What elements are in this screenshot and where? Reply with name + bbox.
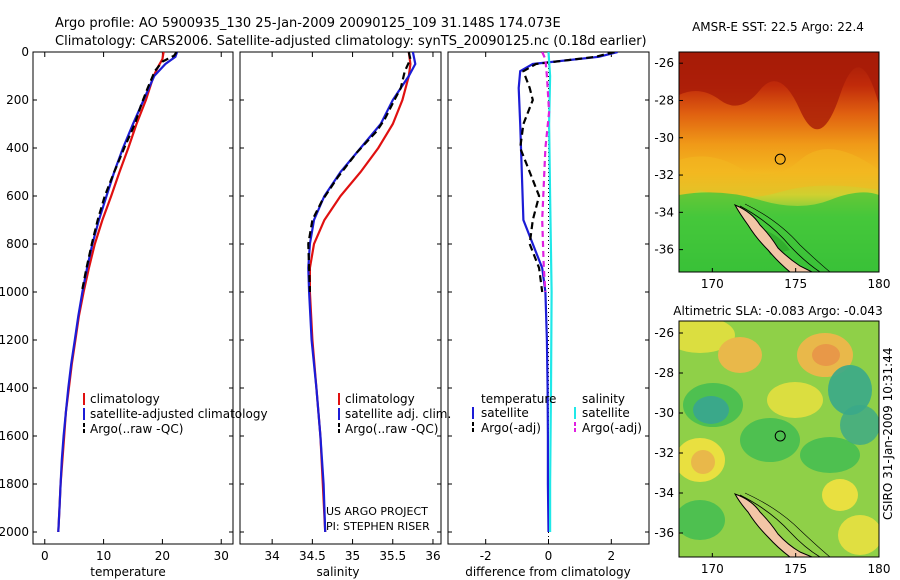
y-tick-label: 0 <box>21 45 29 59</box>
salinity-plot: 34 34.5 35 35.5 36 <box>240 51 441 563</box>
map-x-tick-label: 175 <box>784 562 807 576</box>
series-satellite <box>57 52 179 533</box>
legend-label-climatology: climatology <box>345 392 415 406</box>
y-tick-label: 1800 <box>0 477 29 491</box>
y-tick-label: 400 <box>6 141 29 155</box>
legend-label-temp-satellite: satellite <box>481 406 529 420</box>
x-tick-label: 0 <box>545 549 553 563</box>
legend-label-satellite: satellite-adjusted climatology <box>90 407 268 421</box>
legend-title-temperature: temperature <box>481 392 556 406</box>
x-tick-label: -2 <box>480 549 492 563</box>
x-tick-label: 35.5 <box>379 549 406 563</box>
sst-map-image <box>679 52 879 272</box>
series-salinity-satellite <box>547 52 553 532</box>
header-line-2: Climatology: CARS2006. Satellite-adjuste… <box>55 34 647 49</box>
map-x-tick-label: 175 <box>784 277 807 291</box>
legend-label-sal-argo: Argo(-adj) <box>582 421 642 435</box>
sst-map-frame <box>678 51 880 273</box>
map-axes: 170 175 180 -26 -28 -30 -32 -34 -36 170 175 180 -26 -… <box>654 56 890 576</box>
y-tick-label: 200 <box>6 93 29 107</box>
sst-profile-marker <box>774 153 786 165</box>
difference-legend: temperature salinity satellite Argo(-adj… <box>472 392 642 435</box>
legend-label-satellite: satellite adj. clim. <box>345 407 451 421</box>
map-y-tick-label: -34 <box>654 486 674 500</box>
side-timestamp-label: CSIRO 31-Jan-2009 10:31:44 <box>881 348 895 520</box>
legend-label-sal-satellite: satellite <box>582 406 630 420</box>
x-tick-label: 30 <box>214 549 229 563</box>
legend-label-climatology: climatology <box>90 392 160 406</box>
map-x-tick-label: 170 <box>701 277 724 291</box>
sst-map-title: AMSR-E SST: 22.5 Argo: 22.4 <box>692 20 864 34</box>
map-y-tick-label: -34 <box>654 205 674 219</box>
series-temperature-satellite <box>517 52 618 533</box>
y-tick-label: 600 <box>6 189 29 203</box>
salinity-axis-label: salinity <box>316 565 359 579</box>
difference-plot: -2 0 2 <box>448 51 649 563</box>
sla-profile-marker <box>774 430 786 442</box>
salinity-legend: climatology satellite adj. clim. Argo(..… <box>326 392 451 533</box>
x-tick-label: 36 <box>425 549 440 563</box>
x-tick-label: 20 <box>155 549 170 563</box>
x-tick-label: 0 <box>41 549 49 563</box>
temperature-legend: climatology satellite-adjusted climatolo… <box>83 392 268 436</box>
x-tick-label: 10 <box>96 549 111 563</box>
map-y-tick-label: -36 <box>654 243 674 257</box>
legend-label-argo: Argo(..raw -QC) <box>90 422 183 436</box>
map-x-tick-label: 180 <box>868 277 891 291</box>
project-annotation: US ARGO PROJECT <box>326 505 428 518</box>
map-y-tick-label: -28 <box>654 93 674 107</box>
map-y-tick-label: -26 <box>654 326 674 340</box>
map-x-tick-label: 180 <box>868 562 891 576</box>
legend-label-argo: Argo(..raw -QC) <box>345 422 438 436</box>
map-y-tick-label: -32 <box>654 446 674 460</box>
map-y-tick-label: -36 <box>654 526 674 540</box>
sla-map-image <box>679 321 879 557</box>
sla-map-title: Altimetric SLA: -0.083 Argo: -0.043 <box>673 304 882 318</box>
y-tick-label: 1400 <box>0 381 29 395</box>
x-tick-label: 34 <box>265 549 280 563</box>
temperature-plot: 0 10 20 30 0 200 400 600 800 1000 1200 1400 1600 1800… <box>0 45 233 563</box>
y-tick-label: 1200 <box>0 333 29 347</box>
map-y-tick-label: -26 <box>654 56 674 70</box>
header-line-1: Argo profile: AO 5900935_130 25-Jan-2009… <box>55 16 561 31</box>
map-y-tick-label: -28 <box>654 366 674 380</box>
x-tick-label: 34.5 <box>299 549 326 563</box>
map-x-tick-label: 170 <box>701 562 724 576</box>
sla-map-frame <box>678 320 880 558</box>
map-y-tick-label: -30 <box>654 131 674 145</box>
temperature-axis-label: temperature <box>90 565 165 579</box>
y-tick-label: 2000 <box>0 525 29 539</box>
sla-map-coastline <box>733 492 831 557</box>
y-tick-label: 1600 <box>0 429 29 443</box>
sst-map-coastline <box>733 203 831 272</box>
legend-title-salinity: salinity <box>582 392 625 406</box>
salinity-panel-frame <box>239 51 442 545</box>
series-argo <box>80 52 178 293</box>
legend-label-temp-argo: Argo(-adj) <box>481 421 541 435</box>
y-tick-label: 1000 <box>0 285 29 299</box>
series-salinity-argo <box>541 52 551 293</box>
x-tick-label: 35 <box>345 549 360 563</box>
y-tick-label: 800 <box>6 237 29 251</box>
series-temperature-argo <box>519 52 615 293</box>
pi-annotation: PI: STEPHEN RISER <box>326 520 430 533</box>
series-argo <box>307 52 412 293</box>
x-tick-label: 2 <box>607 549 615 563</box>
map-y-tick-label: -30 <box>654 406 674 420</box>
map-y-tick-label: -32 <box>654 168 674 182</box>
difference-axis-label: difference from climatology <box>465 565 631 579</box>
